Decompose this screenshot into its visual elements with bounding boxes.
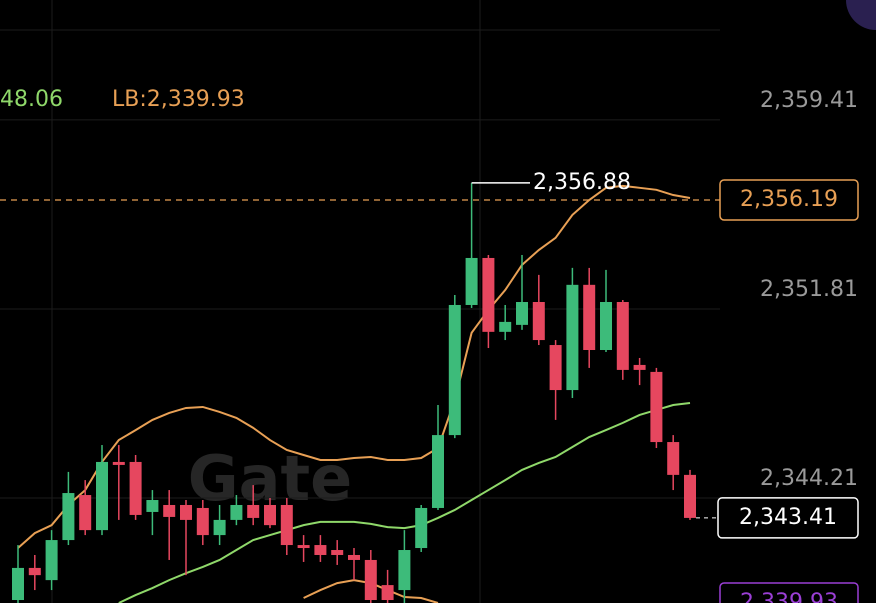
last-price-box xyxy=(717,497,859,539)
candle-body xyxy=(633,364,646,370)
candle-body xyxy=(616,301,629,370)
max-marker-label: 2,356.88 xyxy=(533,170,631,195)
candle-body xyxy=(465,257,478,305)
legend-text: 48.06 xyxy=(0,87,63,112)
candle-body xyxy=(297,545,310,549)
candle-body xyxy=(532,301,545,341)
y-tick-label: 2,344.21 xyxy=(760,466,858,491)
candle-body xyxy=(12,567,24,601)
candle-body xyxy=(650,371,663,443)
candle-body xyxy=(79,495,92,531)
candle-body xyxy=(129,461,142,515)
candle-body xyxy=(448,304,461,436)
candle-body xyxy=(684,474,696,518)
candle-body xyxy=(180,504,192,520)
candle-body xyxy=(516,301,528,325)
candle-body xyxy=(583,284,596,351)
ub-box xyxy=(719,179,859,221)
corner-decoration xyxy=(846,0,876,30)
candle-body xyxy=(112,461,125,465)
candle-body xyxy=(415,507,428,549)
candle-body xyxy=(549,345,562,391)
candle-body xyxy=(45,540,58,581)
candle-body xyxy=(364,559,377,601)
candle-body xyxy=(432,435,444,508)
indicator-line xyxy=(118,402,691,603)
candle-body xyxy=(667,442,680,475)
last-price-label: 2,343.41 xyxy=(739,505,837,530)
candle-body xyxy=(482,257,495,332)
candle-body xyxy=(499,321,512,332)
candle-body xyxy=(62,493,75,541)
candle-body xyxy=(196,507,209,536)
candle-body xyxy=(398,550,411,591)
legend-text: LB:2,339.93 xyxy=(112,87,245,112)
ub-label: 2,356.19 xyxy=(740,187,838,212)
candle-body xyxy=(247,504,260,518)
indicator-line xyxy=(17,184,691,549)
candle-body xyxy=(566,284,579,391)
candle-body xyxy=(28,567,41,576)
candle-body xyxy=(163,504,176,517)
candle-body xyxy=(348,554,360,560)
candle-body xyxy=(314,545,327,555)
candle-body xyxy=(381,585,394,601)
y-tick-label: 2,351.81 xyxy=(760,277,858,302)
y-tick-label: 2,359.41 xyxy=(760,88,858,113)
candle-body xyxy=(600,301,612,351)
candle-body xyxy=(331,550,344,555)
candle-body xyxy=(280,504,293,546)
lb-box xyxy=(719,582,859,603)
lb-label: 2,339.93 xyxy=(740,590,838,603)
candle-body xyxy=(230,504,243,520)
candle-body xyxy=(96,461,108,531)
candle-body xyxy=(213,519,226,536)
candle-body xyxy=(146,500,159,512)
candle-body xyxy=(264,504,276,526)
